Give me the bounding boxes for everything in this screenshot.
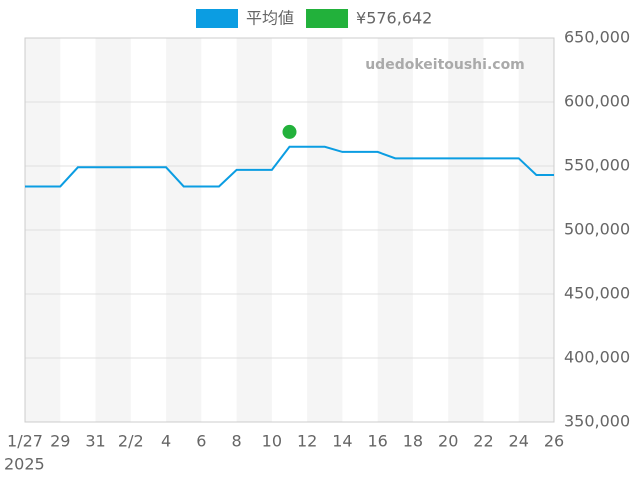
- y-tick-label: 400,000: [564, 348, 630, 367]
- x-tick-label: 20: [438, 432, 458, 451]
- x-tick-label: 2/2: [118, 432, 144, 451]
- x-tick-label: 6: [196, 432, 206, 451]
- x-tick-label: 12: [297, 432, 317, 451]
- x-tick-label: 4: [161, 432, 171, 451]
- y-tick-label: 650,000: [564, 28, 630, 47]
- plot-border: [24, 37, 555, 423]
- legend-swatch: [196, 9, 238, 28]
- x-year-label: 2025: [4, 455, 45, 474]
- x-tick-label: 26: [544, 432, 564, 451]
- x-tick-label: 18: [403, 432, 423, 451]
- watermark: udedokeitoushi.com: [365, 57, 525, 73]
- y-tick-label: 550,000: [564, 156, 630, 175]
- y-tick-label: 450,000: [564, 284, 630, 303]
- x-tick-label: 31: [85, 432, 105, 451]
- x-tick-label: 14: [332, 432, 352, 451]
- point: [282, 124, 297, 139]
- x-tick-label: 1/27: [7, 432, 43, 451]
- x-tick-label: 8: [232, 432, 242, 451]
- y-tick-label: 500,000: [564, 220, 630, 239]
- x-tick-label: 10: [262, 432, 282, 451]
- y-tick-label: 350,000: [564, 412, 630, 431]
- line: [25, 145, 554, 188]
- legend-label: 平均値: [246, 9, 294, 28]
- x-tick-label: 24: [509, 432, 529, 451]
- x-tick-label: 29: [50, 432, 70, 451]
- x-tick-label: 22: [473, 432, 493, 451]
- legend-swatch: [306, 9, 349, 28]
- x-tick-label: 16: [367, 432, 387, 451]
- y-tick-label: 600,000: [564, 92, 630, 111]
- legend-label: ¥576,642: [356, 9, 432, 28]
